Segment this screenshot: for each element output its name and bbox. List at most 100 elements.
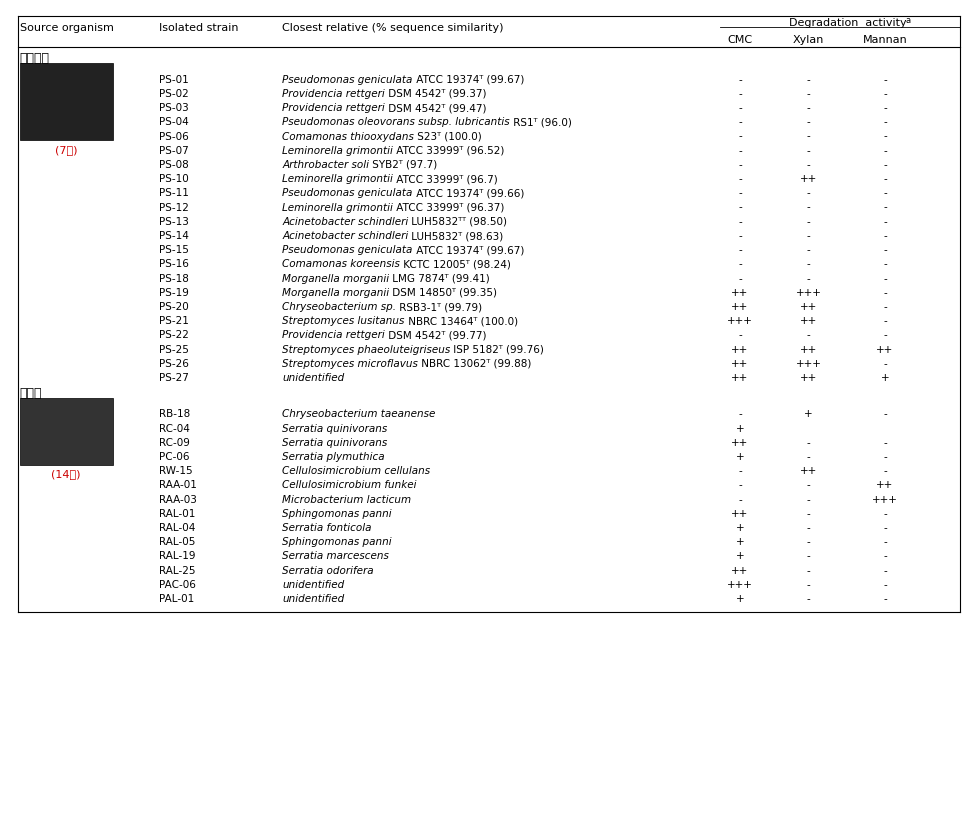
Text: S23ᵀ (100.0): S23ᵀ (100.0): [415, 132, 482, 141]
Text: ++: ++: [731, 565, 749, 575]
Text: -: -: [807, 565, 810, 575]
Text: RAA-01: RAA-01: [159, 480, 197, 491]
Text: +: +: [736, 552, 744, 561]
Text: -: -: [738, 174, 742, 184]
Text: LUH5832ᵀᵀ (98.50): LUH5832ᵀᵀ (98.50): [409, 217, 508, 227]
Text: -: -: [738, 274, 742, 284]
Text: ATCC 33999ᵀ (96.52): ATCC 33999ᵀ (96.52): [393, 146, 505, 155]
Text: RAL-05: RAL-05: [159, 538, 195, 547]
Text: -: -: [883, 523, 887, 533]
Text: +: +: [736, 523, 744, 533]
Text: Cellulosimicrobium funkei: Cellulosimicrobium funkei: [282, 480, 416, 491]
Text: +++: +++: [727, 580, 753, 590]
Text: -: -: [738, 188, 742, 198]
Text: +++: +++: [796, 288, 821, 298]
Text: -: -: [883, 231, 887, 241]
Text: Serratia quinivorans: Serratia quinivorans: [282, 438, 387, 448]
Text: Serratia fonticola: Serratia fonticola: [282, 523, 371, 533]
Text: ++: ++: [800, 466, 817, 476]
Text: (7종): (7종): [55, 144, 77, 155]
Text: Pseudomonas oleovorans subsp. lubricantis: Pseudomonas oleovorans subsp. lubricanti…: [282, 118, 510, 128]
Text: PS-22: PS-22: [159, 330, 188, 340]
Text: -: -: [807, 538, 810, 547]
Text: RW-15: RW-15: [159, 466, 192, 476]
Text: ATCC 19374ᵀ (99.67): ATCC 19374ᵀ (99.67): [413, 75, 524, 85]
Text: PC-06: PC-06: [159, 452, 189, 462]
Text: RAL-01: RAL-01: [159, 509, 195, 519]
Text: ++: ++: [731, 302, 749, 312]
Text: -: -: [883, 260, 887, 270]
Text: CMC: CMC: [727, 34, 753, 45]
Text: -: -: [738, 89, 742, 99]
Text: a: a: [906, 16, 910, 24]
Text: Serratia marcescens: Serratia marcescens: [282, 552, 389, 561]
Text: PS-06: PS-06: [159, 132, 188, 141]
Text: -: -: [883, 89, 887, 99]
Text: -: -: [883, 466, 887, 476]
Text: Providencia rettgeri: Providencia rettgeri: [282, 89, 385, 99]
Text: -: -: [807, 594, 810, 604]
Text: PS-27: PS-27: [159, 373, 188, 383]
Text: Sphingomonas panni: Sphingomonas panni: [282, 538, 392, 547]
Text: Sphingomonas panni: Sphingomonas panni: [282, 509, 392, 519]
Text: -: -: [738, 103, 742, 113]
Text: -: -: [883, 160, 887, 170]
Text: Providencia rettgeri: Providencia rettgeri: [282, 330, 385, 340]
Text: -: -: [738, 495, 742, 505]
Text: -: -: [807, 480, 810, 491]
Text: DSM 4542ᵀ (99.37): DSM 4542ᵀ (99.37): [385, 89, 486, 99]
Text: -: -: [883, 274, 887, 284]
Text: -: -: [738, 409, 742, 419]
Text: ++: ++: [876, 344, 894, 354]
Text: -: -: [738, 217, 742, 227]
Text: -: -: [807, 245, 810, 255]
Text: ++: ++: [731, 359, 749, 369]
Text: -: -: [807, 202, 810, 213]
Text: Streptomyces lusitanus: Streptomyces lusitanus: [282, 317, 405, 326]
Text: ATCC 19374ᵀ (99.66): ATCC 19374ᵀ (99.66): [413, 188, 524, 198]
Text: unidentified: unidentified: [282, 594, 345, 604]
Text: Providencia rettgeri: Providencia rettgeri: [282, 103, 385, 113]
Text: PS-01: PS-01: [159, 75, 188, 85]
Text: +: +: [736, 423, 744, 433]
Text: -: -: [883, 202, 887, 213]
Text: ISP 5182ᵀ (99.76): ISP 5182ᵀ (99.76): [451, 344, 544, 354]
Text: Comamonas koreensis: Comamonas koreensis: [282, 260, 400, 270]
Text: PS-04: PS-04: [159, 118, 188, 128]
Text: PS-10: PS-10: [159, 174, 188, 184]
Text: +++: +++: [872, 495, 898, 505]
Text: Leminorella grimontii: Leminorella grimontii: [282, 146, 393, 155]
Text: ++: ++: [731, 288, 749, 298]
Text: -: -: [807, 89, 810, 99]
Text: -: -: [883, 317, 887, 326]
Text: PS-25: PS-25: [159, 344, 188, 354]
Text: NBRC 13062ᵀ (99.88): NBRC 13062ᵀ (99.88): [418, 359, 531, 369]
Text: ++: ++: [731, 344, 749, 354]
Text: ++: ++: [731, 509, 749, 519]
Text: -: -: [807, 330, 810, 340]
Text: 하늘소: 하늘소: [20, 386, 42, 400]
Text: Chryseobacterium taeanense: Chryseobacterium taeanense: [282, 409, 436, 419]
Text: -: -: [883, 217, 887, 227]
Text: DSM 14850ᵀ (99.35): DSM 14850ᵀ (99.35): [389, 288, 498, 298]
Text: -: -: [807, 75, 810, 85]
Text: Leminorella grimontii: Leminorella grimontii: [282, 174, 393, 184]
Text: Closest relative (% sequence similarity): Closest relative (% sequence similarity): [282, 23, 504, 33]
Text: -: -: [883, 509, 887, 519]
Text: PS-20: PS-20: [159, 302, 188, 312]
Text: -: -: [807, 495, 810, 505]
Text: -: -: [807, 217, 810, 227]
Text: -: -: [883, 565, 887, 575]
Text: +: +: [736, 594, 744, 604]
Text: -: -: [738, 245, 742, 255]
Text: Isolated strain: Isolated strain: [159, 23, 238, 33]
Text: -: -: [883, 302, 887, 312]
Text: ++: ++: [731, 373, 749, 383]
Text: Streptomyces phaeoluteigriseus: Streptomyces phaeoluteigriseus: [282, 344, 451, 354]
Text: RSB3-1ᵀ (99.79): RSB3-1ᵀ (99.79): [396, 302, 482, 312]
Text: Mannan: Mannan: [862, 34, 907, 45]
Text: PAC-06: PAC-06: [159, 580, 196, 590]
Text: -: -: [738, 260, 742, 270]
Text: -: -: [807, 118, 810, 128]
Text: -: -: [883, 288, 887, 298]
